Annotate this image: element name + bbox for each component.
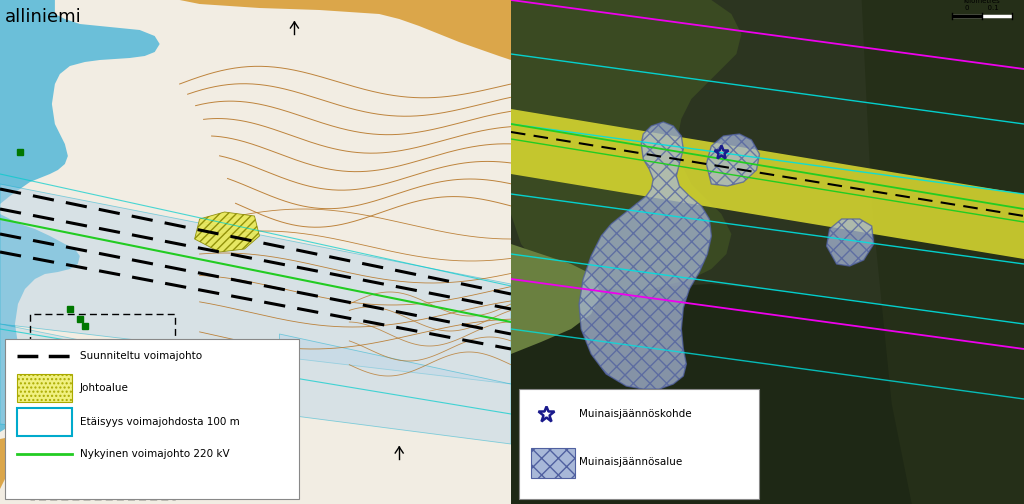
Polygon shape: [861, 0, 1024, 504]
Polygon shape: [179, 0, 511, 60]
Polygon shape: [511, 0, 601, 174]
Polygon shape: [280, 334, 511, 444]
Text: kilometres: kilometres: [964, 0, 1000, 4]
Polygon shape: [0, 436, 30, 504]
Polygon shape: [511, 109, 1024, 259]
Polygon shape: [0, 0, 80, 432]
Polygon shape: [511, 244, 601, 354]
Text: alliniemi: alliniemi: [5, 8, 82, 26]
Polygon shape: [0, 0, 160, 204]
Text: Etäisyys voimajohdosta 100 m: Etäisyys voimajohdosta 100 m: [80, 417, 240, 427]
Polygon shape: [511, 284, 1024, 504]
Polygon shape: [580, 122, 712, 389]
Bar: [17, 374, 72, 402]
Polygon shape: [0, 184, 511, 384]
Text: Muinaisjäännösalue: Muinaisjäännösalue: [580, 457, 682, 467]
Bar: [17, 408, 72, 436]
Bar: [531, 448, 575, 478]
Polygon shape: [195, 212, 259, 252]
Text: Muinaisjäännöskohde: Muinaisjäännöskohde: [580, 409, 692, 419]
Text: 0        0.1: 0 0.1: [965, 5, 998, 11]
Bar: [5, 339, 299, 499]
Text: Nykyinen voimajohto 220 kV: Nykyinen voimajohto 220 kV: [80, 449, 229, 459]
Polygon shape: [707, 134, 760, 186]
Bar: [519, 389, 760, 499]
Text: Johtoalue: Johtoalue: [80, 383, 129, 393]
Polygon shape: [826, 219, 873, 266]
Text: Suunniteltu voimajohto: Suunniteltu voimajohto: [80, 351, 202, 361]
Polygon shape: [0, 324, 200, 444]
Polygon shape: [511, 0, 741, 292]
